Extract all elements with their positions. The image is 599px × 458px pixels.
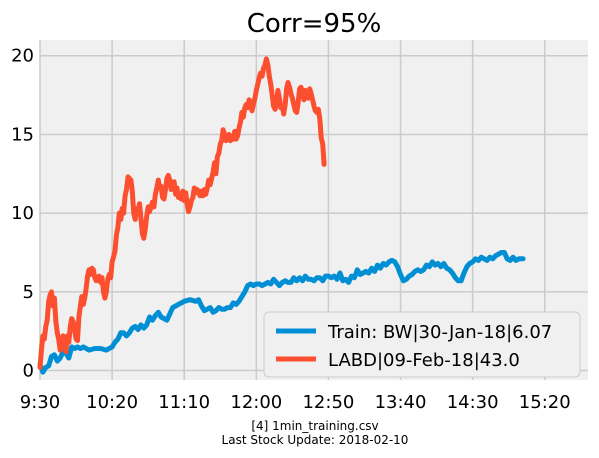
series-line-train — [37, 250, 526, 375]
legend: Train: BW|30-Jan-18|6.07 LABD|09-Feb-18|… — [263, 311, 581, 378]
x-tick-label: 12:50 — [302, 392, 354, 413]
x-tick-label: 10:20 — [86, 392, 138, 413]
y-tick-label: 15 — [11, 124, 34, 145]
legend-label-labd: LABD|09-Feb-18|43.0 — [328, 350, 520, 371]
x-tick-label: 12:00 — [230, 392, 282, 413]
y-tick-label: 10 — [11, 203, 34, 224]
y-tick-label: 0 — [23, 361, 34, 382]
legend-label-train: Train: BW|30-Jan-18|6.07 — [327, 322, 552, 343]
chart-title: Corr=95% — [247, 9, 382, 39]
x-tick-label: 9:30 — [20, 392, 60, 413]
x-tick-labels: 9:30 10:20 11:10 12:00 12:50 13:40 14:30 15:20 — [20, 392, 571, 413]
y-tick-label: 20 — [11, 46, 34, 67]
x-tick-label: 14:30 — [447, 392, 499, 413]
caption-last-update: Last Stock Update: 2018-02-10 — [222, 433, 409, 447]
y-tick-label: 5 — [23, 282, 34, 303]
caption-filename: [4] 1min_training.csv — [251, 419, 378, 433]
series-lines — [37, 56, 526, 375]
x-tick-label: 15:20 — [519, 392, 571, 413]
legend-box — [263, 311, 581, 378]
y-tick-labels: 0 5 10 15 20 — [11, 46, 34, 382]
x-tick-label: 13:40 — [375, 392, 427, 413]
series-line-labd — [37, 56, 327, 370]
x-tick-label: 11:10 — [158, 392, 210, 413]
